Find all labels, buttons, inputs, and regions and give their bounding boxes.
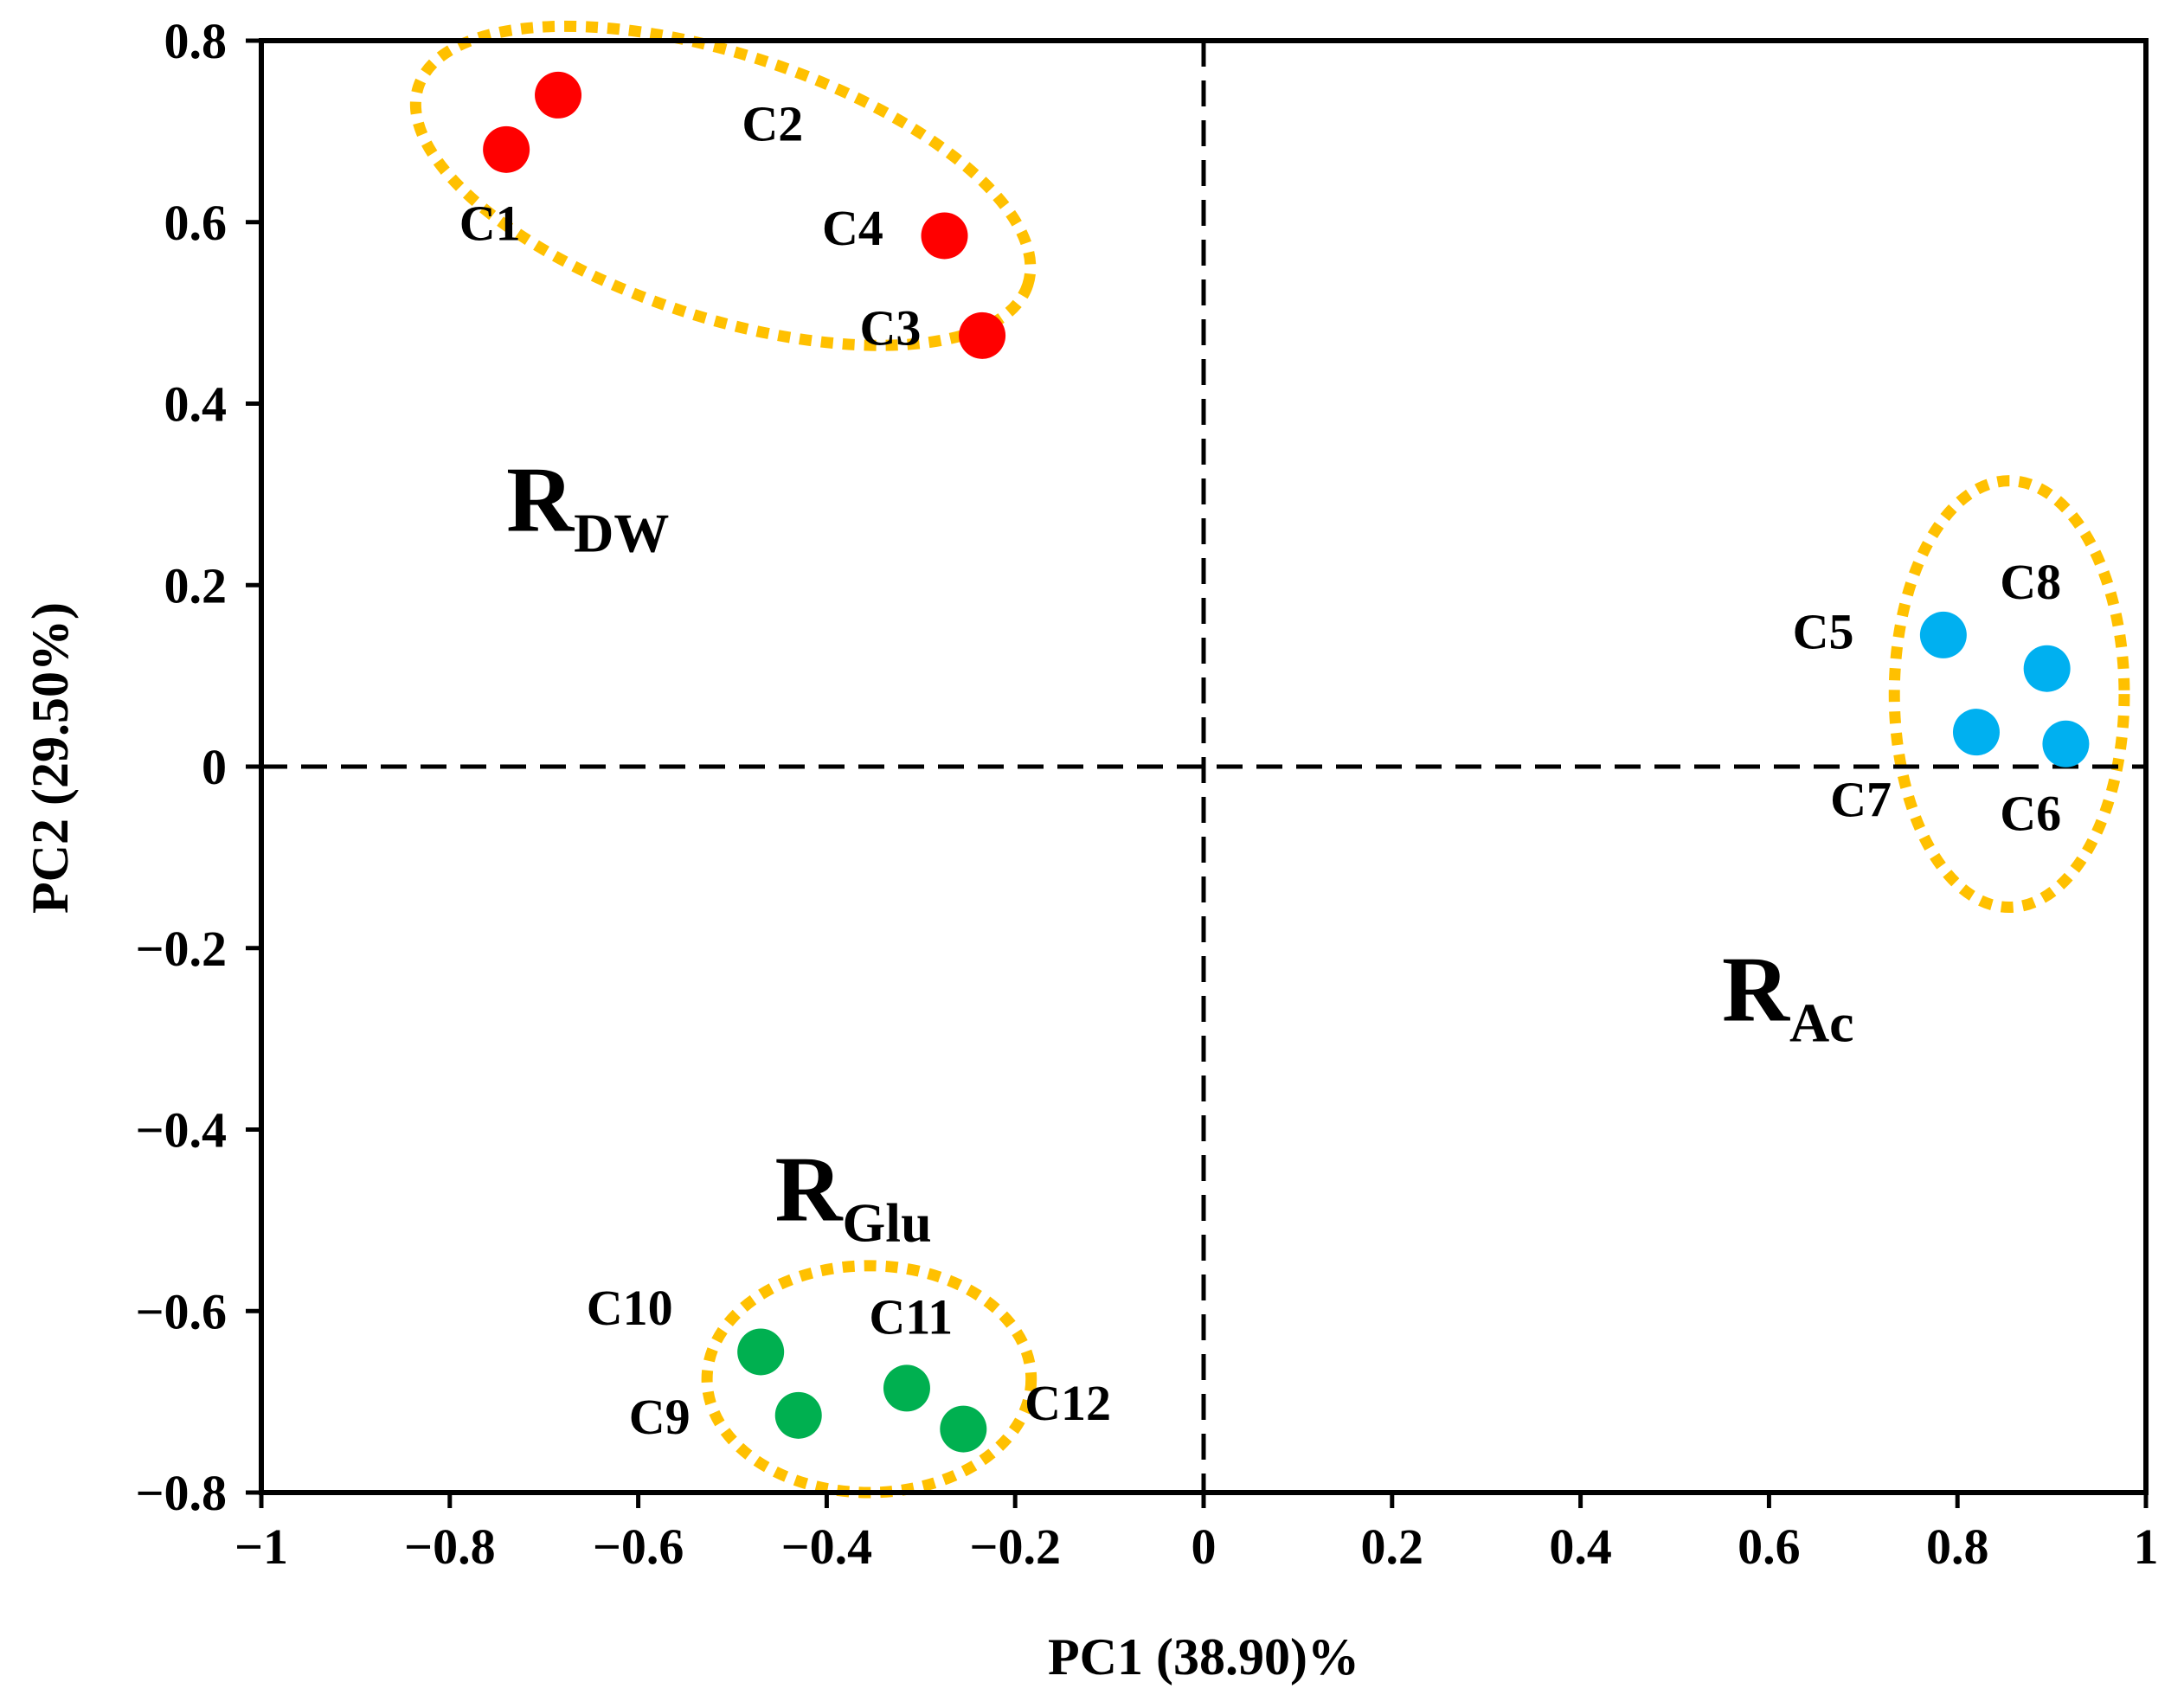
point-label-c5: C5 [1793,604,1854,660]
point-label-c8: C8 [2000,554,2061,610]
x-tick-label: 0.6 [1738,1518,1801,1575]
group-label-ac: RAc [1722,939,1854,1054]
x-tick-label: 0.4 [1549,1518,1612,1575]
point-c6 [2042,720,2090,767]
point-c5 [1919,611,1967,658]
group-labels: RDW RAc RGlu [506,448,1853,1253]
point-c4 [921,212,968,260]
y-tick-label: 0.8 [164,13,228,69]
point-label-c1: C1 [459,196,521,252]
y-tick-label: −0.2 [135,921,227,977]
point-label-c10: C10 [587,1280,673,1336]
point-c8 [2023,645,2071,692]
reference-lines [261,41,2146,1493]
point-label-c12: C12 [1025,1375,1111,1431]
point-c1 [483,125,530,173]
point-c3 [959,311,1006,359]
y-tick-label: 0.6 [164,195,228,251]
point-c2 [535,71,582,119]
y-axis-ticks: −0.8 −0.6 −0.4 −0.2 0 0.2 0.4 0.6 0.8 [135,13,261,1521]
point-label-c7: C7 [1830,772,1892,828]
x-tick-label: −0.4 [781,1518,873,1575]
x-tick-label: 0.2 [1361,1518,1424,1575]
y-tick-label: −0.6 [135,1283,227,1339]
point-c12 [940,1405,987,1453]
x-tick-label: −0.8 [404,1518,496,1575]
y-tick-label: −0.8 [135,1465,227,1521]
point-label-c11: C11 [869,1288,953,1345]
data-points [483,71,2090,1453]
point-label-c4: C4 [822,200,883,256]
point-c7 [1952,709,2000,756]
y-axis-title: PC2 (29.50%) [22,602,79,914]
x-tick-label: −0.6 [593,1518,684,1575]
group-label-glu: RGlu [775,1138,932,1253]
group-ellipse-dw [409,20,1037,351]
x-axis-title: PC1 (38.90)% [1048,1628,1359,1685]
y-tick-label: 0 [202,739,227,795]
x-tick-label: −0.2 [969,1518,1061,1575]
group-ellipse-ac [1888,475,2130,914]
point-c9 [774,1391,822,1439]
y-tick-label: 0.4 [164,376,228,433]
point-label-c9: C9 [629,1389,691,1445]
x-tick-label: 1 [2134,1518,2159,1575]
point-c10 [737,1328,785,1376]
point-label-c2: C2 [742,95,803,151]
group-label-dw: RDW [506,448,669,563]
point-c11 [883,1364,930,1412]
y-tick-label: −0.4 [135,1102,227,1159]
point-label-c3: C3 [860,299,922,356]
x-axis-ticks: −1 −0.8 −0.6 −0.4 −0.2 0 0.2 0.4 0.6 0.8 1 [234,1493,2159,1575]
point-label-c6: C6 [2000,785,2061,841]
y-tick-label: 0.2 [164,557,228,613]
group-ellipses [409,20,2130,1499]
point-labels: C1 C2 C3 C4 C5 C6 C7 C8 C9 C10 C11 C12 [459,95,2061,1444]
x-tick-label: −1 [234,1518,288,1575]
x-tick-label: 0 [1192,1518,1217,1575]
x-tick-label: 0.8 [1926,1518,1989,1575]
